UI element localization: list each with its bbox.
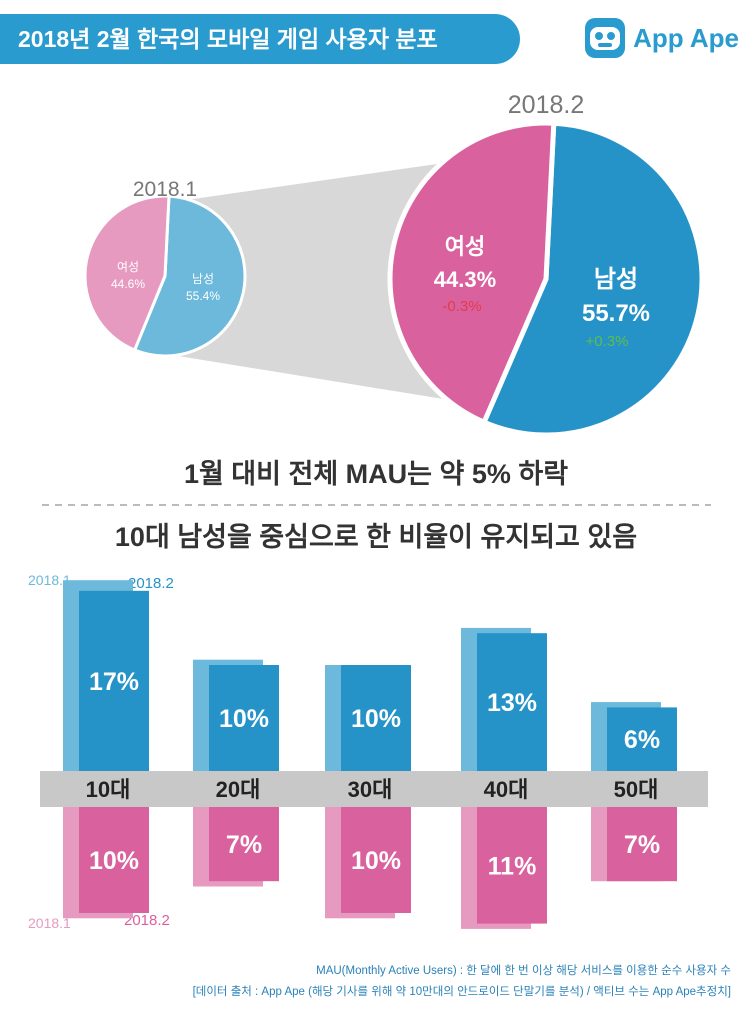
bar-male-label: 10%	[219, 705, 269, 733]
pie-2018-2-female-label: 여성	[445, 234, 485, 259]
pie-2018-1-female-label: 여성	[117, 260, 139, 274]
pie-2018-1-male-value: 55.4%	[186, 289, 220, 303]
legend-male-curr: 2018.2	[128, 575, 174, 592]
pie-2018-1	[83, 194, 247, 358]
headline-mau: 1월 대비 전체 MAU는 약 5% 하락	[184, 459, 568, 489]
bar-male-2018-2	[79, 590, 149, 771]
legend-male-prev: 2018.1	[28, 572, 71, 588]
bar-male-2018-2	[341, 665, 411, 771]
bar-female-2018-2	[79, 807, 149, 913]
pie-2018-2-title: 2018.2	[508, 91, 584, 119]
pie-2018-2-male-slice	[481, 120, 705, 438]
age-label: 20대	[216, 777, 261, 802]
age-labels: 10대 20대 30대 40대 50대	[86, 777, 659, 802]
headline-ratio: 10대 남성을 중심으로 한 비율이 유지되고 있음	[115, 522, 637, 552]
pie-2018-2-female-value: 44.3%	[434, 267, 496, 292]
pie-2018-2	[387, 120, 705, 438]
pie-2018-1-title: 2018.1	[133, 178, 197, 201]
footnote-mau: MAU(Monthly Active Users) : 한 달에 한 번 이상 …	[316, 965, 731, 977]
page-title: 2018년 2월 한국의 모바일 게임 사용자 분포	[0, 14, 520, 64]
bar-female-2018-2	[477, 807, 547, 924]
bar-female-label: 7%	[624, 831, 660, 859]
bar-female-label: 7%	[226, 831, 262, 859]
pie-2018-1-male-slice	[133, 194, 247, 358]
logo-text: App Ape	[633, 22, 739, 53]
legend-female-prev: 2018.1	[28, 915, 71, 931]
bar-male-label: 13%	[487, 689, 537, 717]
age-label: 10대	[86, 777, 131, 802]
bar-female-2018-2	[341, 807, 411, 913]
age-band	[40, 771, 708, 807]
bar-male-label: 17%	[89, 668, 139, 696]
pie-2018-1-male-label: 남성	[192, 272, 214, 286]
bar-female-2018-2	[209, 807, 279, 882]
pie-2018-2-male-label: 남성	[594, 266, 638, 293]
pie-2018-2-female-slice	[387, 120, 557, 425]
bar-male-2018-2	[209, 665, 279, 771]
age-label: 40대	[484, 777, 529, 802]
pie-2018-1-female-slice	[83, 194, 171, 352]
pie-2018-1-female-value: 44.6%	[111, 277, 145, 291]
age-label: 30대	[348, 777, 393, 802]
bar-male-label: 10%	[351, 705, 401, 733]
age-bars: 17% 10% 10% 7% 10% 10% 13% 11% 6% 7%	[63, 580, 677, 929]
pie-2018-2-male-change: +0.3%	[586, 333, 629, 350]
legend-female-curr: 2018.2	[124, 912, 170, 929]
bar-female-2018-2	[607, 807, 677, 882]
footnote-source: [데이터 출처 : App Ape (해당 기사를 위해 약 10만대의 안드로…	[192, 986, 731, 998]
bar-male-2018-2	[607, 707, 677, 771]
app-ape-logo: App Ape	[585, 14, 739, 62]
bar-female-label: 10%	[351, 847, 401, 875]
pie-2018-2-male-value: 55.7%	[582, 300, 650, 327]
pie-2018-2-female-change: -0.3%	[442, 298, 481, 315]
bar-female-label: 10%	[89, 847, 139, 875]
bar-male-2018-2	[477, 633, 547, 771]
bar-female-label: 11%	[488, 852, 537, 880]
bar-male-label: 6%	[624, 726, 660, 754]
ape-face-icon	[585, 18, 626, 58]
age-label: 50대	[614, 777, 659, 802]
